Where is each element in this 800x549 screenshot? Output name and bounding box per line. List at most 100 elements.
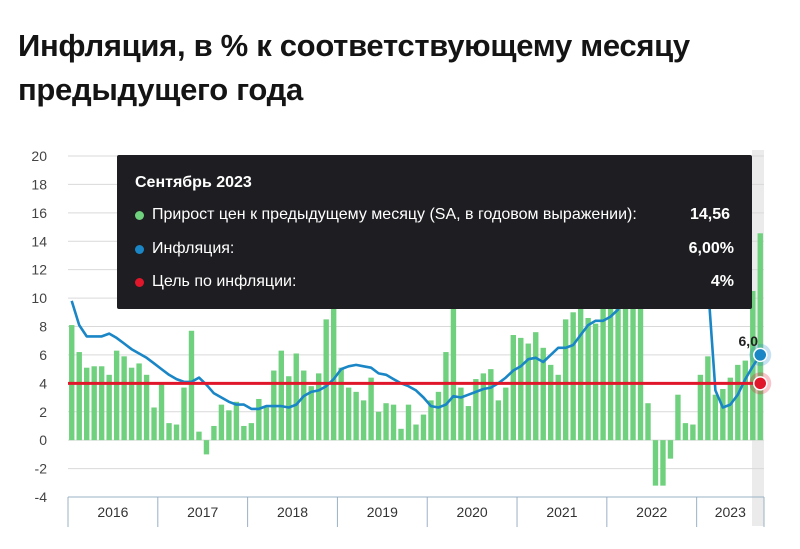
bar [233,401,240,441]
x-tick-label: 2017 [187,504,218,520]
bar [121,356,127,441]
bar [682,423,689,441]
bar [278,350,284,441]
inflation-marker [753,347,768,363]
bar [398,428,404,441]
bar [443,352,449,441]
bar [622,290,629,441]
target-legend-dot [135,278,144,287]
bar [353,391,359,441]
bar [562,319,569,441]
bar [435,391,442,441]
bar [151,407,157,441]
tooltip-row-target: Цель по инфляции: 4% [135,272,734,294]
bar [503,387,509,441]
bar [697,374,704,441]
bar [585,317,591,441]
x-tick-label: 2016 [97,504,128,520]
bar [420,414,427,441]
y-tick-label: 4 [39,375,47,391]
bar [143,374,150,441]
bar [360,400,367,441]
y-tick-label: 8 [39,319,47,335]
bar [241,425,247,441]
bar [76,352,82,441]
bar [757,233,763,441]
tooltip-row-price-growth: Прирост цен к предыдущему месяцу (SA, в … [135,205,734,227]
bar [645,403,651,441]
y-tick-label: -4 [35,489,48,505]
bar [525,343,531,441]
bar [735,364,741,441]
bar [473,379,479,441]
bar [383,403,389,441]
bar [405,404,412,441]
tooltip-label: Цель по инфляции: [152,273,297,290]
bar [727,377,734,441]
y-tick-label: -2 [35,461,48,477]
y-tick-label: 0 [39,432,47,448]
bar [226,410,232,441]
bar [690,424,696,441]
x-tick-label: 2023 [715,504,746,520]
tooltip: Сентябрь 2023 Прирост цен к предыдущему … [117,155,752,309]
tooltip-label: Инфляция: [152,240,235,257]
bar [136,363,142,441]
target-marker [753,376,768,391]
bar [323,319,329,441]
bar [113,350,120,441]
tooltip-label: Прирост цен к предыдущему месяцу (SA, в … [152,206,637,223]
bar [91,366,97,441]
tooltip-value: 4% [710,273,734,290]
bar [712,394,719,441]
bar [607,308,614,441]
bar [488,369,494,441]
bar [203,440,210,455]
bar [615,281,621,441]
bar [166,423,172,441]
y-tick-label: 14 [31,233,47,249]
tooltip-value: 14,56 [690,206,731,223]
bar [248,423,255,441]
x-tick-label: 2022 [636,504,667,520]
bar [301,370,307,441]
bar [652,440,659,486]
bar [263,407,270,441]
bar [84,367,90,441]
bar [510,335,516,441]
bar [188,330,195,441]
bar [256,398,262,441]
bar [158,383,165,441]
tooltip-value: 6,00% [688,240,734,257]
price-growth-legend-dot [135,211,144,220]
bar [720,389,726,441]
bar [637,306,644,441]
x-tick-label: 2019 [367,504,398,520]
bar [742,360,748,441]
bar [218,404,225,441]
bar [345,387,352,441]
bar [533,332,539,441]
bar [196,431,202,441]
bar [518,337,524,441]
bar [600,303,606,441]
bar [577,295,584,441]
bar [480,373,487,441]
bar [173,424,180,441]
bar [428,400,434,441]
bar [495,400,502,441]
y-tick-label: 20 [31,148,47,164]
bar [570,312,576,441]
page-title: Инфляция, в % к соответствующему месяцу … [18,28,690,107]
x-tick-label: 2018 [277,504,308,520]
inflation-point-label: 6,0 [739,333,759,349]
x-tick-label: 2021 [546,504,577,520]
y-tick-label: 16 [31,205,47,221]
bar [368,377,374,441]
bar [667,440,674,459]
x-axis: 2016 2017 2018 2019 2020 2021 2022 2023 [67,496,765,527]
bar [458,387,464,441]
bar [660,440,666,486]
bar [98,366,105,441]
